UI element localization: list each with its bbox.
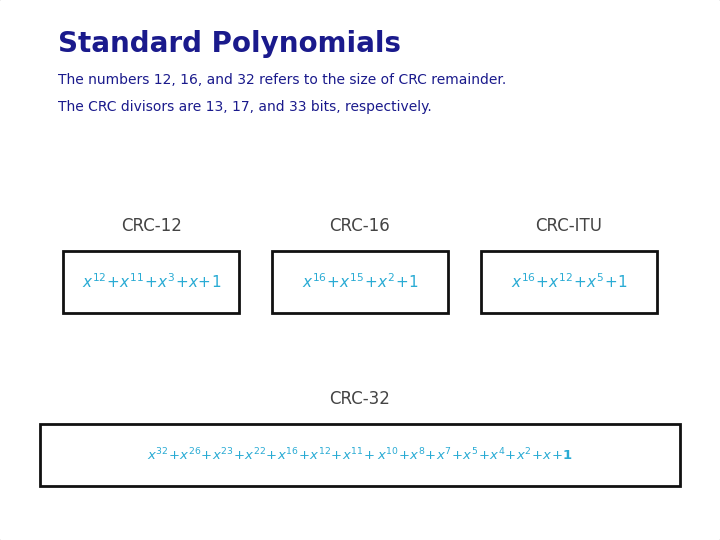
Text: CRC-12: CRC-12 [121,217,181,235]
Text: The CRC divisors are 13, 17, and 33 bits, respectively.: The CRC divisors are 13, 17, and 33 bits… [58,100,431,114]
Text: $x^{16}\!+\!x^{15}\!+\!x^{2}\!+\!1$: $x^{16}\!+\!x^{15}\!+\!x^{2}\!+\!1$ [302,273,418,292]
Bar [63,251,239,313]
Bar [481,251,657,313]
Text: Standard Polynomials: Standard Polynomials [58,30,400,58]
Bar [40,424,680,486]
Bar [272,251,448,313]
Text: $x^{32}\!+\!x^{26}\!+\!x^{23}\!+\!x^{22}\!+\!x^{16}\!+\!x^{12}\!+\!x^{11}\!+x^{1: $x^{32}\!+\!x^{26}\!+\!x^{23}\!+\!x^{22}… [147,447,573,463]
Text: $x^{16}\!+\!x^{12}\!+\!x^{5}\!+\!1$: $x^{16}\!+\!x^{12}\!+\!x^{5}\!+\!1$ [510,273,627,292]
Text: CRC-16: CRC-16 [330,217,390,235]
Text: CRC-ITU: CRC-ITU [535,217,603,235]
Text: CRC-32: CRC-32 [330,390,390,408]
Text: $x^{12}\!+\!x^{11}\!+\!x^{3}\!+\!x\!+\!1$: $x^{12}\!+\!x^{11}\!+\!x^{3}\!+\!x\!+\!1… [81,273,221,292]
Text: The numbers 12, 16, and 32 refers to the size of CRC remainder.: The numbers 12, 16, and 32 refers to the… [58,73,506,87]
